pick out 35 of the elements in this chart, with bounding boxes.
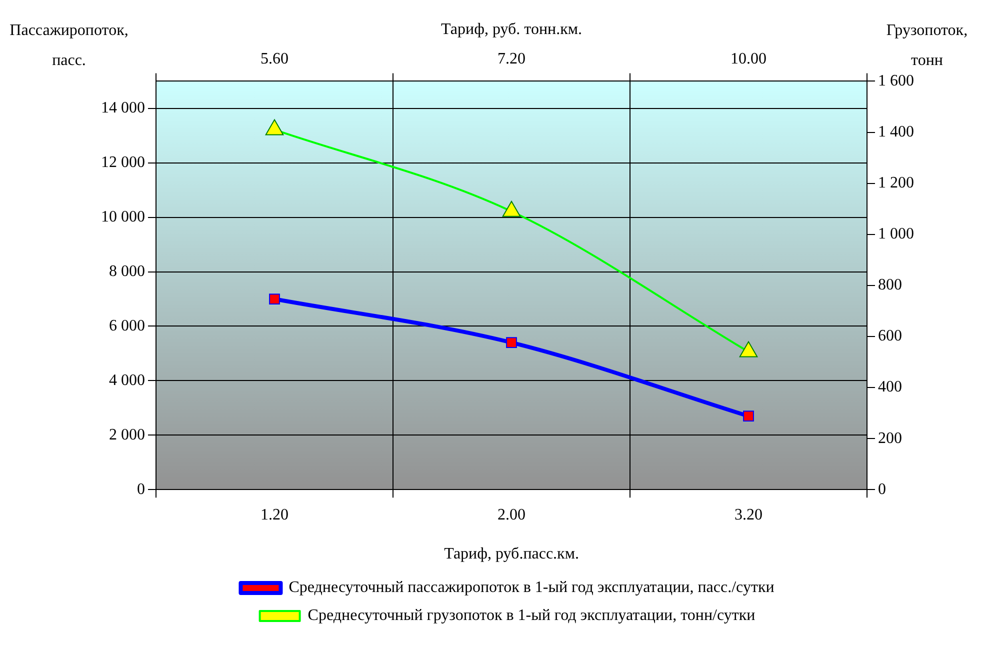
point — [739, 341, 758, 358]
y2-tick-label: 400 — [878, 378, 902, 396]
y-tick-label: 0 — [137, 480, 145, 498]
y-tick-label: 14 000 — [101, 100, 145, 117]
point — [743, 410, 754, 422]
text: 7.20 — [498, 50, 526, 68]
y2-axis-title: Грузопоток, тонн — [886, 22, 968, 69]
legend-label: Среднесуточный грузопоток в 1-ый год эксплуатации, тонн/сутки — [308, 607, 756, 624]
x-tick-label: 2.00 — [498, 506, 526, 524]
y-tick-label: 2 000 — [109, 426, 145, 444]
x-axis-title: Тариф, руб.пасс.км. — [444, 546, 579, 563]
text: 10.00 — [730, 50, 766, 68]
y2-tick-label: 1 600 — [878, 72, 914, 90]
point — [265, 119, 284, 136]
point — [506, 337, 517, 348]
legend-label: Среднесуточный пассажиропоток в 1-ый год эксплуатации, пасс./сутки — [288, 579, 775, 596]
y2-tick-label: 200 — [878, 430, 902, 447]
y-tick-label: 4 000 — [109, 372, 145, 389]
y-tick-label: 8 000 — [109, 262, 145, 280]
y2-tick-label: 1 200 — [878, 174, 914, 192]
point — [502, 200, 521, 217]
y-axis-title: Пассажиропоток, пасс. — [8, 21, 130, 71]
y2-tick-label: 1 000 — [878, 226, 914, 243]
y-tick-label: 12 000 — [101, 154, 145, 172]
y-tick-label: 10 000 — [101, 208, 145, 226]
y2-tick-label: 600 — [878, 328, 902, 345]
x-tick-label: 3.20 — [734, 506, 762, 524]
y2-tick-label: 800 — [878, 276, 902, 294]
y2-tick-label: 1 400 — [878, 123, 914, 140]
point — [269, 294, 280, 304]
y2-tick-label: 0 — [878, 480, 886, 498]
text: 5.60 — [260, 50, 288, 68]
x2-axis-title: Тариф, руб. тонн.км. — [441, 20, 582, 38]
y-tick-label: 6 000 — [109, 317, 145, 334]
x-tick-label: 1.20 — [260, 506, 288, 524]
